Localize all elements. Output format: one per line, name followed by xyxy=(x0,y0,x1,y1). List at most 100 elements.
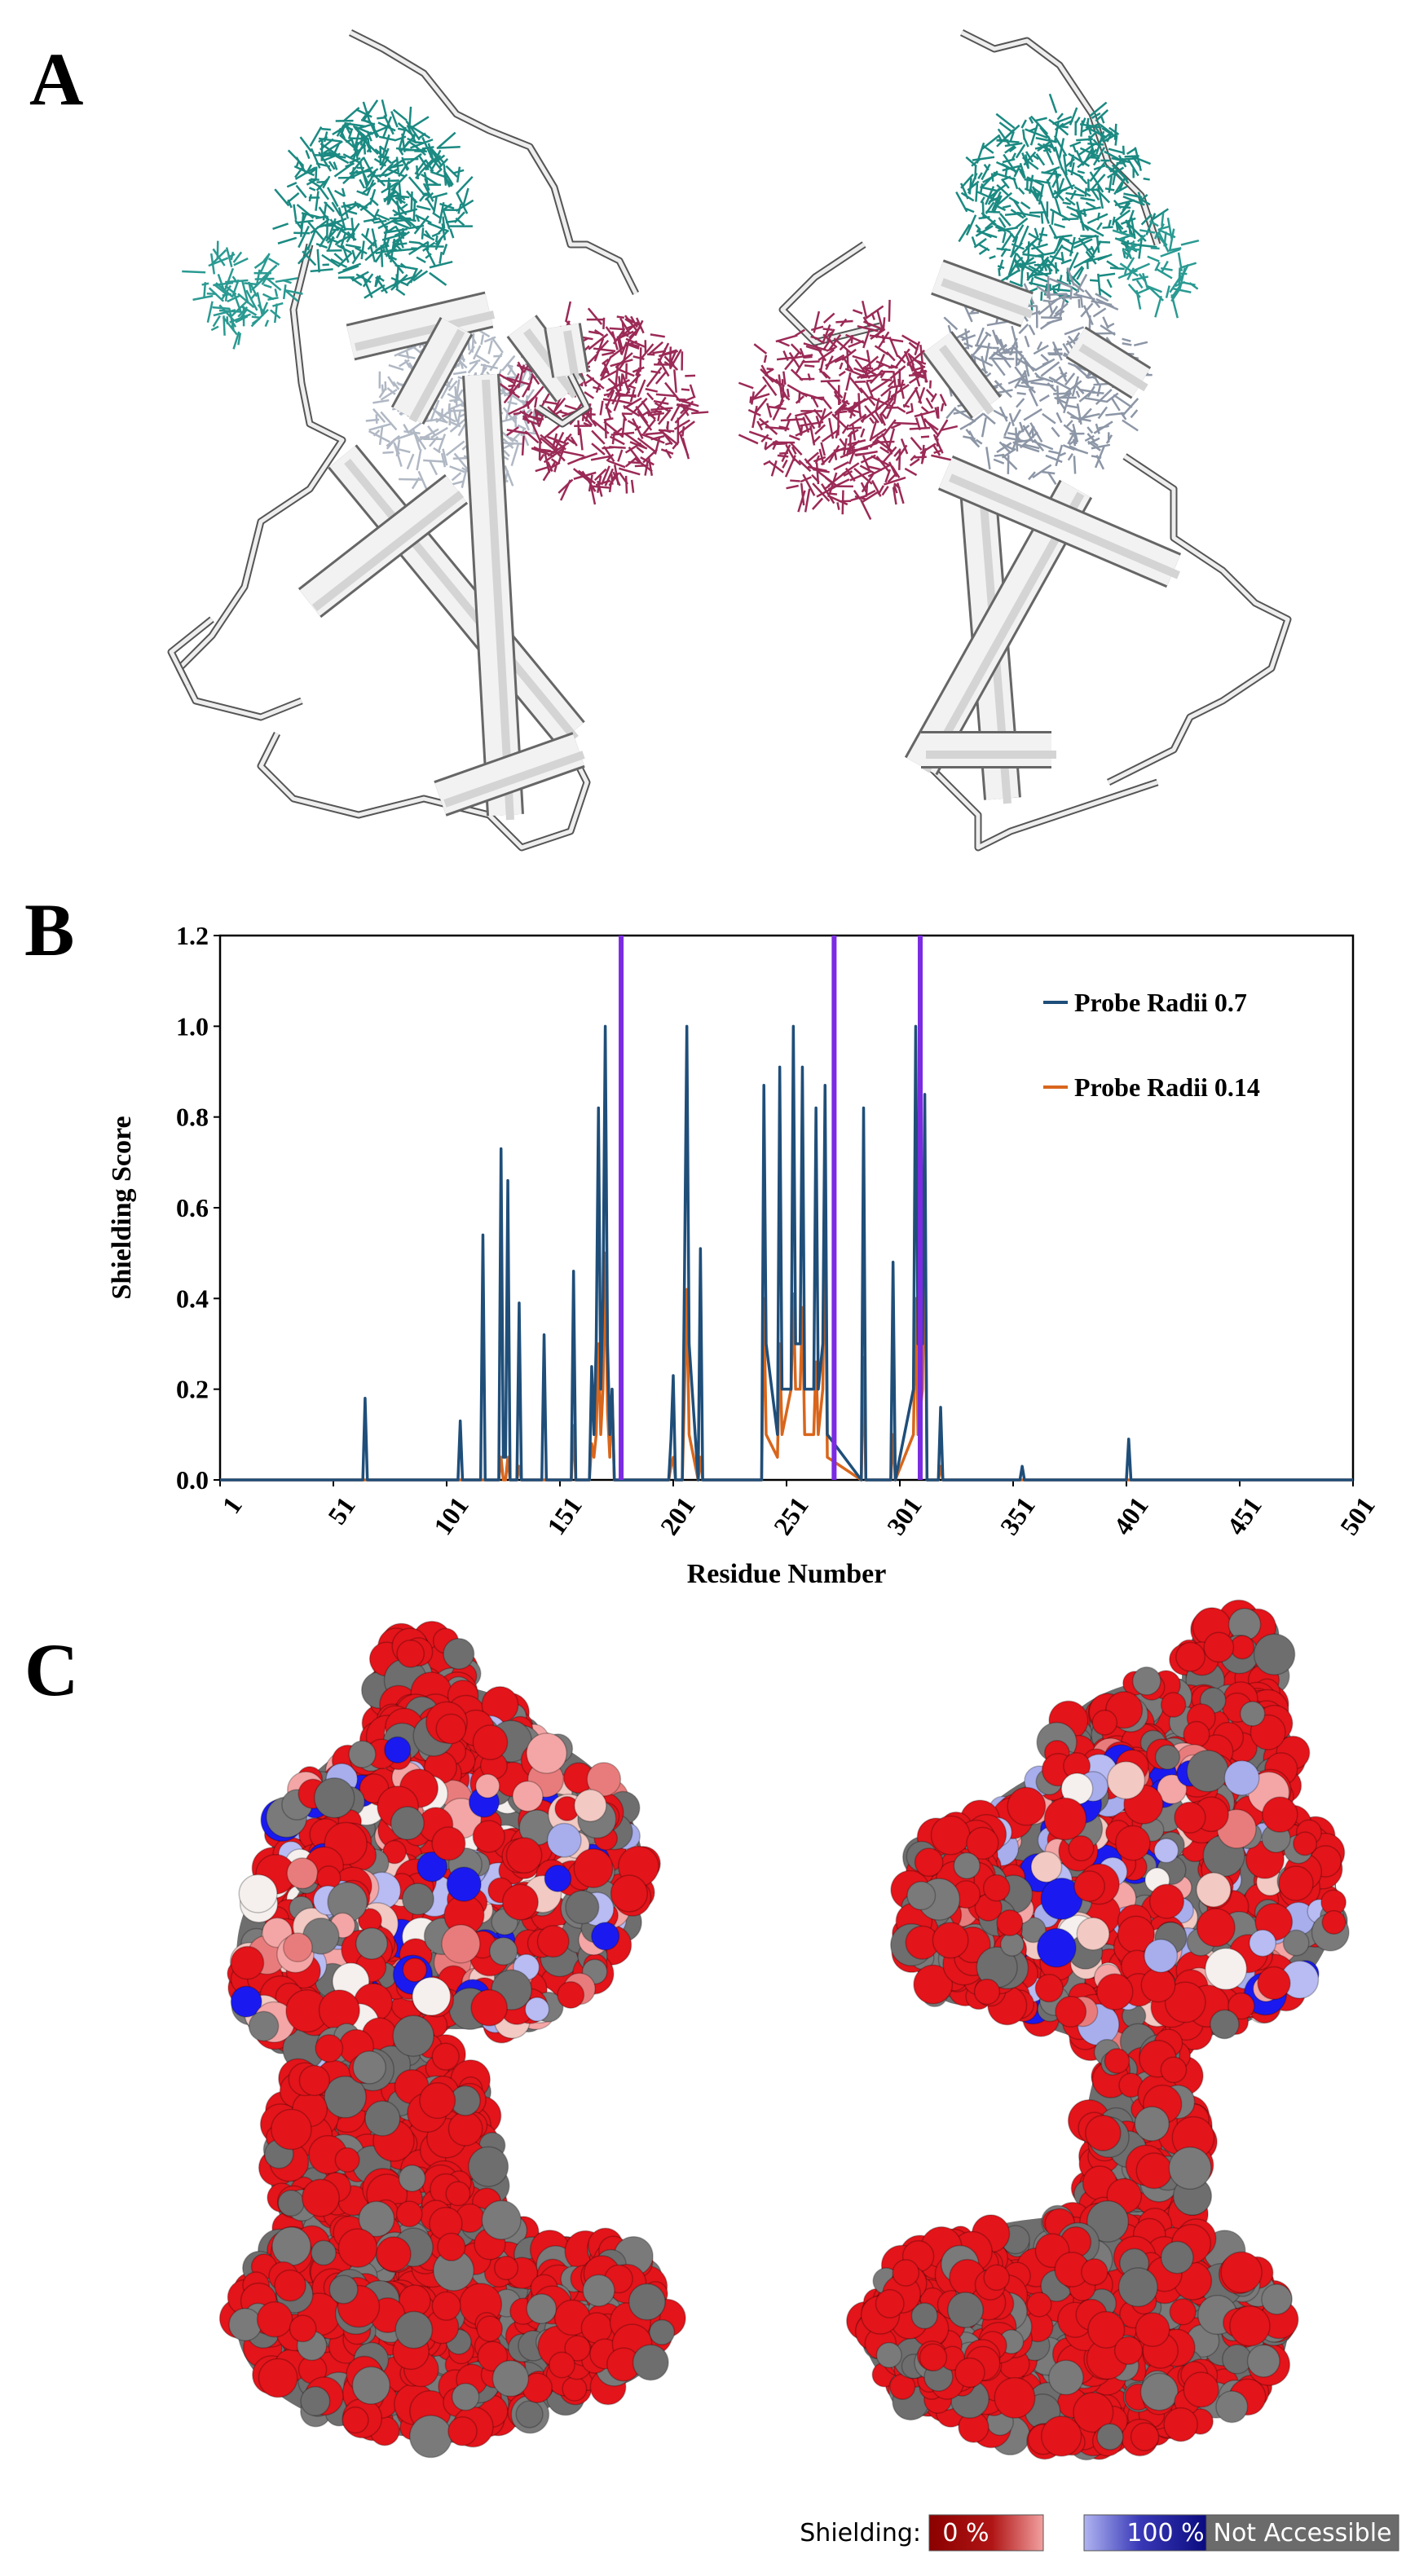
surface-atom xyxy=(930,1815,971,1856)
ligand-pose xyxy=(282,284,287,300)
ligand-pose xyxy=(628,460,641,465)
ligand-pose xyxy=(461,467,469,473)
ligand-pose xyxy=(1034,275,1050,284)
ligand-pose xyxy=(860,428,866,438)
ligand-pose xyxy=(445,165,459,178)
ligand-pose xyxy=(1032,154,1039,161)
ligand-pose xyxy=(825,354,845,368)
ligand-pose xyxy=(552,433,558,448)
surface-atom xyxy=(302,2178,340,2217)
ligand-pose xyxy=(1079,123,1102,129)
ligand-pose xyxy=(1090,245,1095,253)
ligand-pose xyxy=(998,259,1004,271)
ligand-pose xyxy=(1085,201,1096,209)
ligand-pose xyxy=(264,276,282,291)
ligand-pose xyxy=(791,446,797,455)
ligand-pose xyxy=(316,249,320,273)
ligand-pose xyxy=(1131,275,1149,281)
ligand-pose xyxy=(429,147,443,166)
ligand-pose xyxy=(1060,167,1074,190)
ligand-pose xyxy=(1028,117,1034,124)
ligand-pose xyxy=(321,127,331,131)
ligand-pose xyxy=(1166,218,1173,240)
ligand-pose xyxy=(600,367,609,381)
ligand-pose xyxy=(1019,170,1025,179)
ribbon xyxy=(169,618,214,686)
ligand-pose xyxy=(333,189,345,197)
ligand-pose xyxy=(293,204,298,220)
ligand-pose xyxy=(889,338,904,343)
ligand-pose xyxy=(1051,174,1060,188)
ligand-pose xyxy=(1063,424,1073,434)
surface-atom xyxy=(324,2076,367,2119)
ligand-pose xyxy=(218,304,235,322)
surface-atom xyxy=(1160,1692,1187,1718)
surface-atom xyxy=(401,1882,434,1916)
ligand-pose xyxy=(295,184,307,199)
ligand-pose xyxy=(535,410,544,418)
ligand-pose xyxy=(1056,412,1063,424)
ligand-pose xyxy=(210,325,219,332)
ligand-pose xyxy=(324,201,335,213)
ligand-pose xyxy=(327,236,334,252)
ligand-pose xyxy=(1015,217,1029,229)
ligand-pose xyxy=(652,350,666,354)
ligand-pose xyxy=(349,170,372,175)
ligand-pose xyxy=(355,108,372,118)
ligand-pose xyxy=(396,266,399,281)
surface-atom xyxy=(524,1997,550,2022)
ligand-pose xyxy=(616,315,624,319)
ligand-pose xyxy=(522,381,532,398)
ligand-pose xyxy=(372,127,380,138)
ligand-pose xyxy=(1001,447,1016,459)
ligand-pose xyxy=(848,448,856,465)
ligand-pose xyxy=(1170,288,1181,302)
ligand-pose xyxy=(822,333,838,349)
ligand-pose xyxy=(769,405,787,411)
ligand-pose xyxy=(897,354,906,364)
surface-atom xyxy=(1007,1786,1047,1826)
ligand-pose xyxy=(330,258,348,269)
ligand-pose xyxy=(1095,454,1105,470)
ligand-pose xyxy=(1007,252,1018,275)
ligand-pose xyxy=(804,355,813,359)
ligand-pose xyxy=(1000,178,1010,189)
ligand-pose xyxy=(1170,284,1182,299)
ligand-pose xyxy=(593,485,610,489)
ligand-pose xyxy=(1138,273,1147,283)
ligand-pose xyxy=(438,434,447,451)
surface-atom xyxy=(1164,1981,1206,2023)
ligand-pose xyxy=(424,159,434,173)
ligand-pose xyxy=(784,420,791,432)
ligand-pose xyxy=(1031,186,1039,199)
ligand-pose xyxy=(605,326,616,341)
ligand-pose xyxy=(988,195,1002,204)
ligand-pose xyxy=(244,282,258,286)
ligand-pose xyxy=(980,196,985,204)
ligand-pose xyxy=(439,202,455,209)
surface-atom xyxy=(476,2315,504,2342)
ligand-pose xyxy=(408,106,412,131)
ligand-pose xyxy=(1158,225,1170,231)
ligand-pose xyxy=(607,460,626,469)
ligand-pose xyxy=(1002,175,1012,181)
surface-atom xyxy=(314,1777,355,1819)
ligand-pose xyxy=(1096,385,1102,397)
ligand-pose xyxy=(624,442,642,454)
ligand-pose xyxy=(1075,274,1088,295)
ligand-pose xyxy=(338,252,353,266)
ligand-pose xyxy=(593,347,616,353)
ligand-pose xyxy=(350,144,367,159)
ligand-pose xyxy=(256,292,264,316)
ligand-pose xyxy=(1030,272,1051,277)
ligand-pose xyxy=(530,421,543,444)
ligand-pose xyxy=(293,165,315,177)
ligand-pose xyxy=(380,389,398,401)
ligand-pose xyxy=(860,454,876,464)
ligand-pose xyxy=(1180,239,1200,246)
ribbon xyxy=(911,748,1158,850)
ligand-pose xyxy=(969,311,979,315)
surface-atom xyxy=(1153,1838,1179,1864)
ligand-pose xyxy=(998,217,1007,228)
ligand-pose xyxy=(336,244,352,254)
